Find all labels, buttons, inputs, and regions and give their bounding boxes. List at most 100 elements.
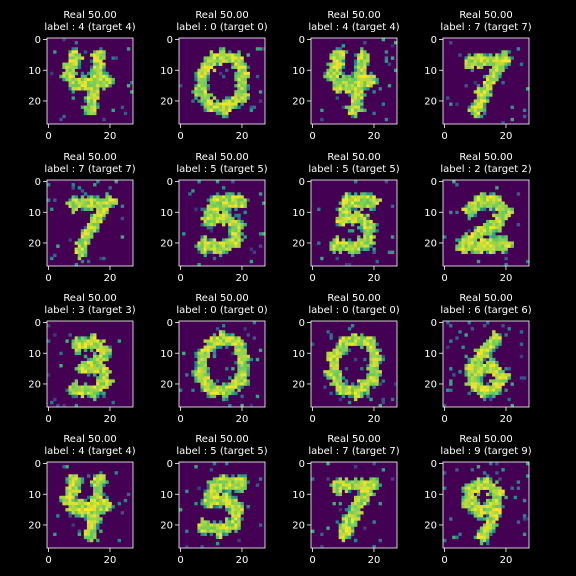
heatmap-cell	[240, 386, 243, 389]
heatmap-cell	[231, 217, 234, 220]
heatmap-cell	[449, 41, 452, 44]
heatmap-cell	[372, 379, 375, 382]
heatmap-cell	[474, 90, 477, 93]
heatmap-cell	[342, 44, 345, 47]
heatmap-cell	[351, 87, 354, 90]
heatmap-cell	[366, 386, 369, 389]
heatmap-cell	[240, 376, 243, 379]
heatmap-cell	[391, 44, 394, 47]
heatmap-cell	[197, 370, 200, 373]
heatmap-cell	[240, 346, 243, 349]
heatmap-cell	[501, 238, 504, 241]
heatmap-cell	[342, 523, 345, 526]
heatmap-cell	[228, 517, 231, 520]
heatmap-cell	[216, 53, 219, 56]
heatmap-cell	[65, 477, 68, 480]
heatmap-cell	[495, 339, 498, 342]
heatmap-cell	[213, 63, 216, 66]
heatmap-cell	[87, 235, 90, 238]
heatmap-cell	[90, 499, 93, 502]
heatmap-cell	[72, 186, 75, 189]
heatmap-cell	[112, 401, 115, 404]
heatmap-cell	[225, 499, 228, 502]
heatmap-cell	[504, 63, 507, 66]
heatmap-cell	[379, 198, 382, 201]
heatmap-cell	[225, 214, 228, 217]
heatmap-cell	[354, 343, 357, 346]
heatmap-cell	[339, 379, 342, 382]
heatmap-cell	[360, 99, 363, 102]
heatmap-cell	[333, 382, 336, 385]
heatmap-cell	[102, 214, 105, 217]
heatmap-cell	[468, 217, 471, 220]
heatmap-cell	[495, 208, 498, 211]
heatmap-cell	[486, 90, 489, 93]
heatmap-cell	[372, 361, 375, 364]
heatmap-cell	[354, 517, 357, 520]
heatmap-cell	[237, 508, 240, 511]
heatmap-cell	[345, 514, 348, 517]
heatmap-cell	[204, 223, 207, 226]
heatmap-cell	[357, 84, 360, 87]
heatmap-cell	[207, 93, 210, 96]
heatmap-cell	[339, 90, 342, 93]
heatmap-cell	[342, 536, 345, 539]
heatmap-cell	[207, 226, 210, 229]
heatmap-cell	[222, 217, 225, 220]
heatmap-cell	[210, 468, 213, 471]
heatmap-cell	[222, 523, 225, 526]
heatmap-cell	[231, 339, 234, 342]
heatmap-cell	[81, 254, 84, 257]
heatmap-cell	[222, 496, 225, 499]
heatmap-cell	[228, 392, 231, 395]
heatmap-cell	[354, 96, 357, 99]
heatmap-cell	[231, 202, 234, 205]
heatmap-cell	[87, 226, 90, 229]
heatmap-cell	[96, 343, 99, 346]
heatmap-cell	[492, 72, 495, 75]
heatmap-cell	[69, 508, 72, 511]
heatmap-cell	[498, 373, 501, 376]
heatmap-cell	[87, 109, 90, 112]
heatmap-cell	[201, 520, 204, 523]
heatmap-cell	[342, 106, 345, 109]
heatmap-cell	[360, 87, 363, 90]
x-tick-label: 0	[309, 131, 315, 142]
heatmap-cell	[59, 75, 62, 78]
heatmap-cell	[234, 205, 237, 208]
heatmap-cell	[348, 508, 351, 511]
heatmap-cell	[339, 72, 342, 75]
heatmap-cell	[495, 205, 498, 208]
heatmap-cell	[69, 66, 72, 69]
heatmap-cell	[237, 63, 240, 66]
heatmap-cell	[204, 87, 207, 90]
heatmap-cell	[234, 84, 237, 87]
heatmap-cell	[216, 112, 219, 115]
heatmap-cell	[372, 346, 375, 349]
heatmap-cell	[357, 81, 360, 84]
heatmap-cell	[483, 60, 486, 63]
heatmap-cell	[231, 99, 234, 102]
heatmap-cell	[351, 99, 354, 102]
heatmap-cell	[219, 386, 222, 389]
heatmap-cell	[363, 223, 366, 226]
heatmap-cell	[471, 248, 474, 251]
heatmap-cell	[65, 487, 68, 490]
heatmap-cell	[234, 214, 237, 217]
heatmap-cell	[342, 395, 345, 398]
heatmap-cell	[486, 75, 489, 78]
heatmap-cell	[363, 379, 366, 382]
heatmap-cell	[360, 241, 363, 244]
heatmap-cell	[105, 72, 108, 75]
heatmap-cell	[90, 336, 93, 339]
heatmap-cell	[87, 527, 90, 530]
panel-title: Real 50.00	[63, 434, 116, 445]
heatmap-cell	[372, 386, 375, 389]
heatmap-cell	[492, 220, 495, 223]
heatmap-cell	[90, 480, 93, 483]
heatmap-cell	[93, 499, 96, 502]
heatmap-cell	[90, 84, 93, 87]
heatmap-cell	[99, 367, 102, 370]
heatmap-cell	[204, 493, 207, 496]
heatmap-cell	[96, 474, 99, 477]
